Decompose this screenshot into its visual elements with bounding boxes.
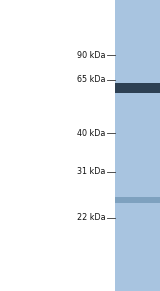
- Bar: [115, 83, 160, 93]
- Bar: [115, 197, 160, 203]
- Bar: [115, 0, 160, 291]
- Text: 90 kDa: 90 kDa: [77, 51, 105, 59]
- Text: 31 kDa: 31 kDa: [77, 168, 105, 177]
- Text: 65 kDa: 65 kDa: [77, 75, 105, 84]
- Text: 40 kDa: 40 kDa: [77, 129, 105, 138]
- Text: 22 kDa: 22 kDa: [77, 214, 105, 223]
